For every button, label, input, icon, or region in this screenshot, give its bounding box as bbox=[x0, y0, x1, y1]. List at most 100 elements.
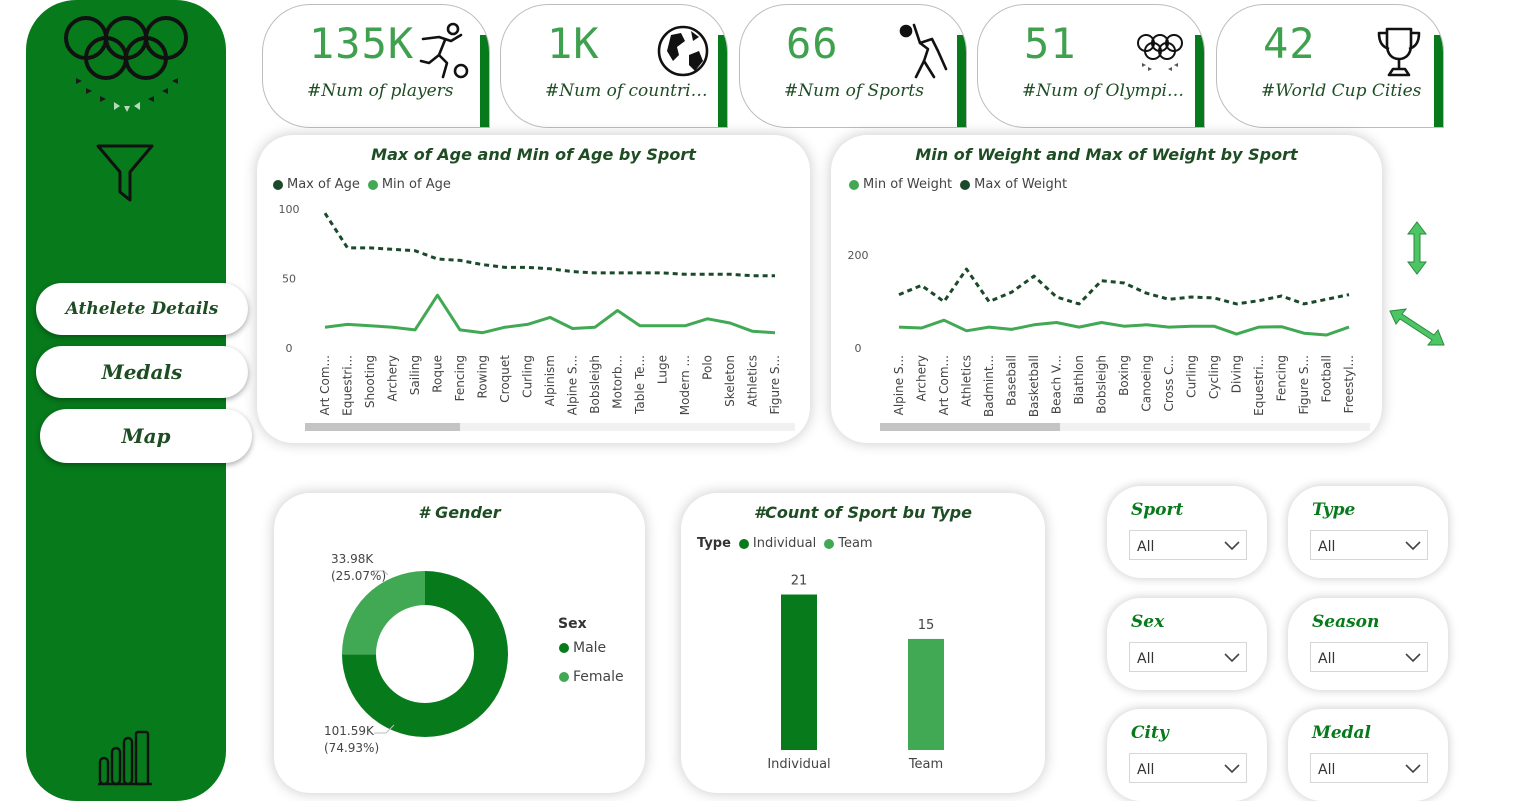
legend-label-individual: Individual bbox=[752, 536, 817, 551]
legend-dot-max-weight bbox=[960, 179, 971, 190]
bar-value-label: 15 bbox=[918, 618, 935, 633]
olympic-rings-icon bbox=[1137, 34, 1183, 71]
donut-slice-male[interactable] bbox=[342, 571, 508, 737]
scrollbar-track[interactable] bbox=[880, 423, 1370, 431]
x-tick-label: Football bbox=[1320, 355, 1334, 403]
x-tick-label: Diving bbox=[1230, 355, 1244, 393]
legend-label-min-age: Min of Age bbox=[381, 177, 451, 192]
sport-dropdown[interactable]: All bbox=[1129, 530, 1247, 560]
kpi-label: #Num of countries in… bbox=[545, 81, 717, 101]
x-tick-label: Figure S... bbox=[768, 355, 782, 415]
slicer-city: City All bbox=[1107, 709, 1267, 801]
scrollbar-thumb[interactable] bbox=[880, 423, 1060, 431]
x-tick-label: Table Te... bbox=[633, 355, 647, 415]
legend-dot-min-weight bbox=[849, 179, 859, 190]
weight-chart-panel: Min of Weight and Max of Weight by Sport… bbox=[831, 135, 1382, 443]
scrollbar-thumb[interactable] bbox=[305, 423, 460, 431]
male-leader-line bbox=[374, 724, 395, 734]
slicer-type: Type All bbox=[1288, 486, 1448, 578]
y-tick-label: 0 bbox=[855, 342, 862, 355]
kpi-card-sports: 66 #Num of Sports bbox=[739, 4, 967, 128]
nav-map-button[interactable]: Map bbox=[40, 409, 252, 463]
type-chart-panel: #Count of Sport bu Type Type Individual … bbox=[681, 493, 1045, 793]
female-leader-line bbox=[372, 570, 389, 576]
x-tick-label: Basketball bbox=[1027, 355, 1041, 417]
kpi-value: 1K bbox=[547, 19, 600, 68]
type-chart-title: #Count of Sport bu Type bbox=[754, 503, 972, 522]
scrollbar-track[interactable] bbox=[305, 423, 795, 431]
x-tick-label: Equestri... bbox=[341, 355, 355, 416]
slicer-title: Type bbox=[1312, 500, 1356, 520]
kpi-value: 66 bbox=[786, 19, 839, 68]
legend-dot-min-age bbox=[367, 179, 378, 190]
x-tick-label: Skeleton bbox=[723, 355, 737, 407]
trophy-icon bbox=[1377, 27, 1421, 77]
x-tick-label: Athletics bbox=[960, 355, 974, 407]
bar-team[interactable] bbox=[908, 638, 944, 750]
weight-chart-title: Min of Weight and Max of Weight by Sport bbox=[915, 145, 1298, 164]
slicer-title: Medal bbox=[1312, 723, 1371, 743]
x-tick-label: Figure S... bbox=[1297, 355, 1311, 415]
x-tick-label: Archery bbox=[386, 355, 400, 402]
kpi-accent-bar bbox=[718, 35, 727, 127]
kpi-accent-bar bbox=[480, 35, 489, 127]
dropdown-value: All bbox=[1137, 539, 1155, 555]
slicer-title: Sex bbox=[1131, 612, 1165, 632]
x-tick-label: Beach V... bbox=[1050, 355, 1064, 414]
type-bar-chart: 21 Individual 15 Team bbox=[767, 574, 944, 772]
legend-label-max-age: Max of Age bbox=[287, 177, 360, 192]
kpi-label: #Num of Olympiads bbox=[1022, 81, 1194, 101]
type-chart-legend: Type Individual Team bbox=[697, 536, 873, 551]
legend-dot-female bbox=[559, 672, 569, 682]
season-dropdown[interactable]: All bbox=[1310, 642, 1428, 672]
x-tick-label: Fencing bbox=[1275, 355, 1289, 401]
type-dropdown[interactable]: All bbox=[1310, 530, 1428, 560]
x-tick-label: Curling bbox=[1185, 355, 1199, 398]
kpi-accent-bar bbox=[1195, 35, 1204, 127]
legend-dot-male bbox=[559, 643, 569, 653]
filter-icon[interactable] bbox=[94, 140, 156, 204]
kpi-card-players: 135K #Num of players bbox=[262, 4, 490, 128]
y-tick-label: 0 bbox=[286, 342, 293, 355]
legend-label-team: Team bbox=[838, 536, 873, 551]
x-tick-label: Roque bbox=[431, 355, 445, 393]
bar-individual[interactable] bbox=[781, 594, 817, 750]
female-count-label: 33.98K bbox=[331, 552, 374, 566]
x-tick-label: Rowing bbox=[476, 355, 490, 399]
x-tick-label: Croquet bbox=[498, 355, 512, 403]
kpi-card-cities: 42 #World Cup Cities bbox=[1216, 4, 1444, 128]
slicer-title: Season bbox=[1312, 612, 1380, 632]
nav-athlete-details-button[interactable]: Athelete Details bbox=[36, 283, 248, 335]
medal-dropdown[interactable]: All bbox=[1310, 753, 1428, 783]
x-tick-label: Alpine S... bbox=[566, 355, 580, 415]
legend-label-male: Male bbox=[573, 640, 607, 656]
kpi-card-countries: 1K #Num of countries in… bbox=[500, 4, 728, 128]
kpi-value: 135K bbox=[309, 19, 415, 68]
chevron-down-icon bbox=[1405, 764, 1421, 774]
kpi-label: #World Cup Cities bbox=[1261, 81, 1422, 101]
x-tick-label: Motorb... bbox=[611, 355, 625, 409]
slicer-medal: Medal All bbox=[1288, 709, 1448, 801]
female-data-label: 33.98K (25.07%) bbox=[331, 551, 386, 585]
gender-legend-title: Sex bbox=[558, 616, 587, 632]
legend-dot-team bbox=[824, 538, 835, 549]
dropdown-value: All bbox=[1137, 762, 1155, 778]
x-tick-label: Alpinism bbox=[543, 355, 557, 406]
chevron-down-icon bbox=[1224, 764, 1240, 774]
gender-legend-female: Female bbox=[559, 669, 624, 685]
nav-medals-button[interactable]: Medals bbox=[36, 346, 248, 398]
x-tick-label: Canoeing bbox=[1140, 355, 1154, 412]
chevron-down-icon bbox=[1405, 653, 1421, 663]
type-legend-title: Type bbox=[697, 536, 731, 551]
donut-slice-female[interactable] bbox=[342, 571, 425, 655]
series-line-max-of-weight bbox=[898, 267, 1350, 306]
sex-dropdown[interactable]: All bbox=[1129, 642, 1247, 672]
x-tick-label: Cross C... bbox=[1162, 355, 1176, 412]
x-tick-label: Fencing bbox=[453, 355, 467, 401]
city-dropdown[interactable]: All bbox=[1129, 753, 1247, 783]
y-tick-label: 50 bbox=[282, 273, 296, 286]
x-tick-label: Cycling bbox=[1207, 355, 1221, 399]
chevron-down-icon bbox=[1224, 541, 1240, 551]
legend-label-min-weight: Min of Weight bbox=[863, 177, 953, 192]
x-tick-label: Biathlon bbox=[1072, 355, 1086, 405]
